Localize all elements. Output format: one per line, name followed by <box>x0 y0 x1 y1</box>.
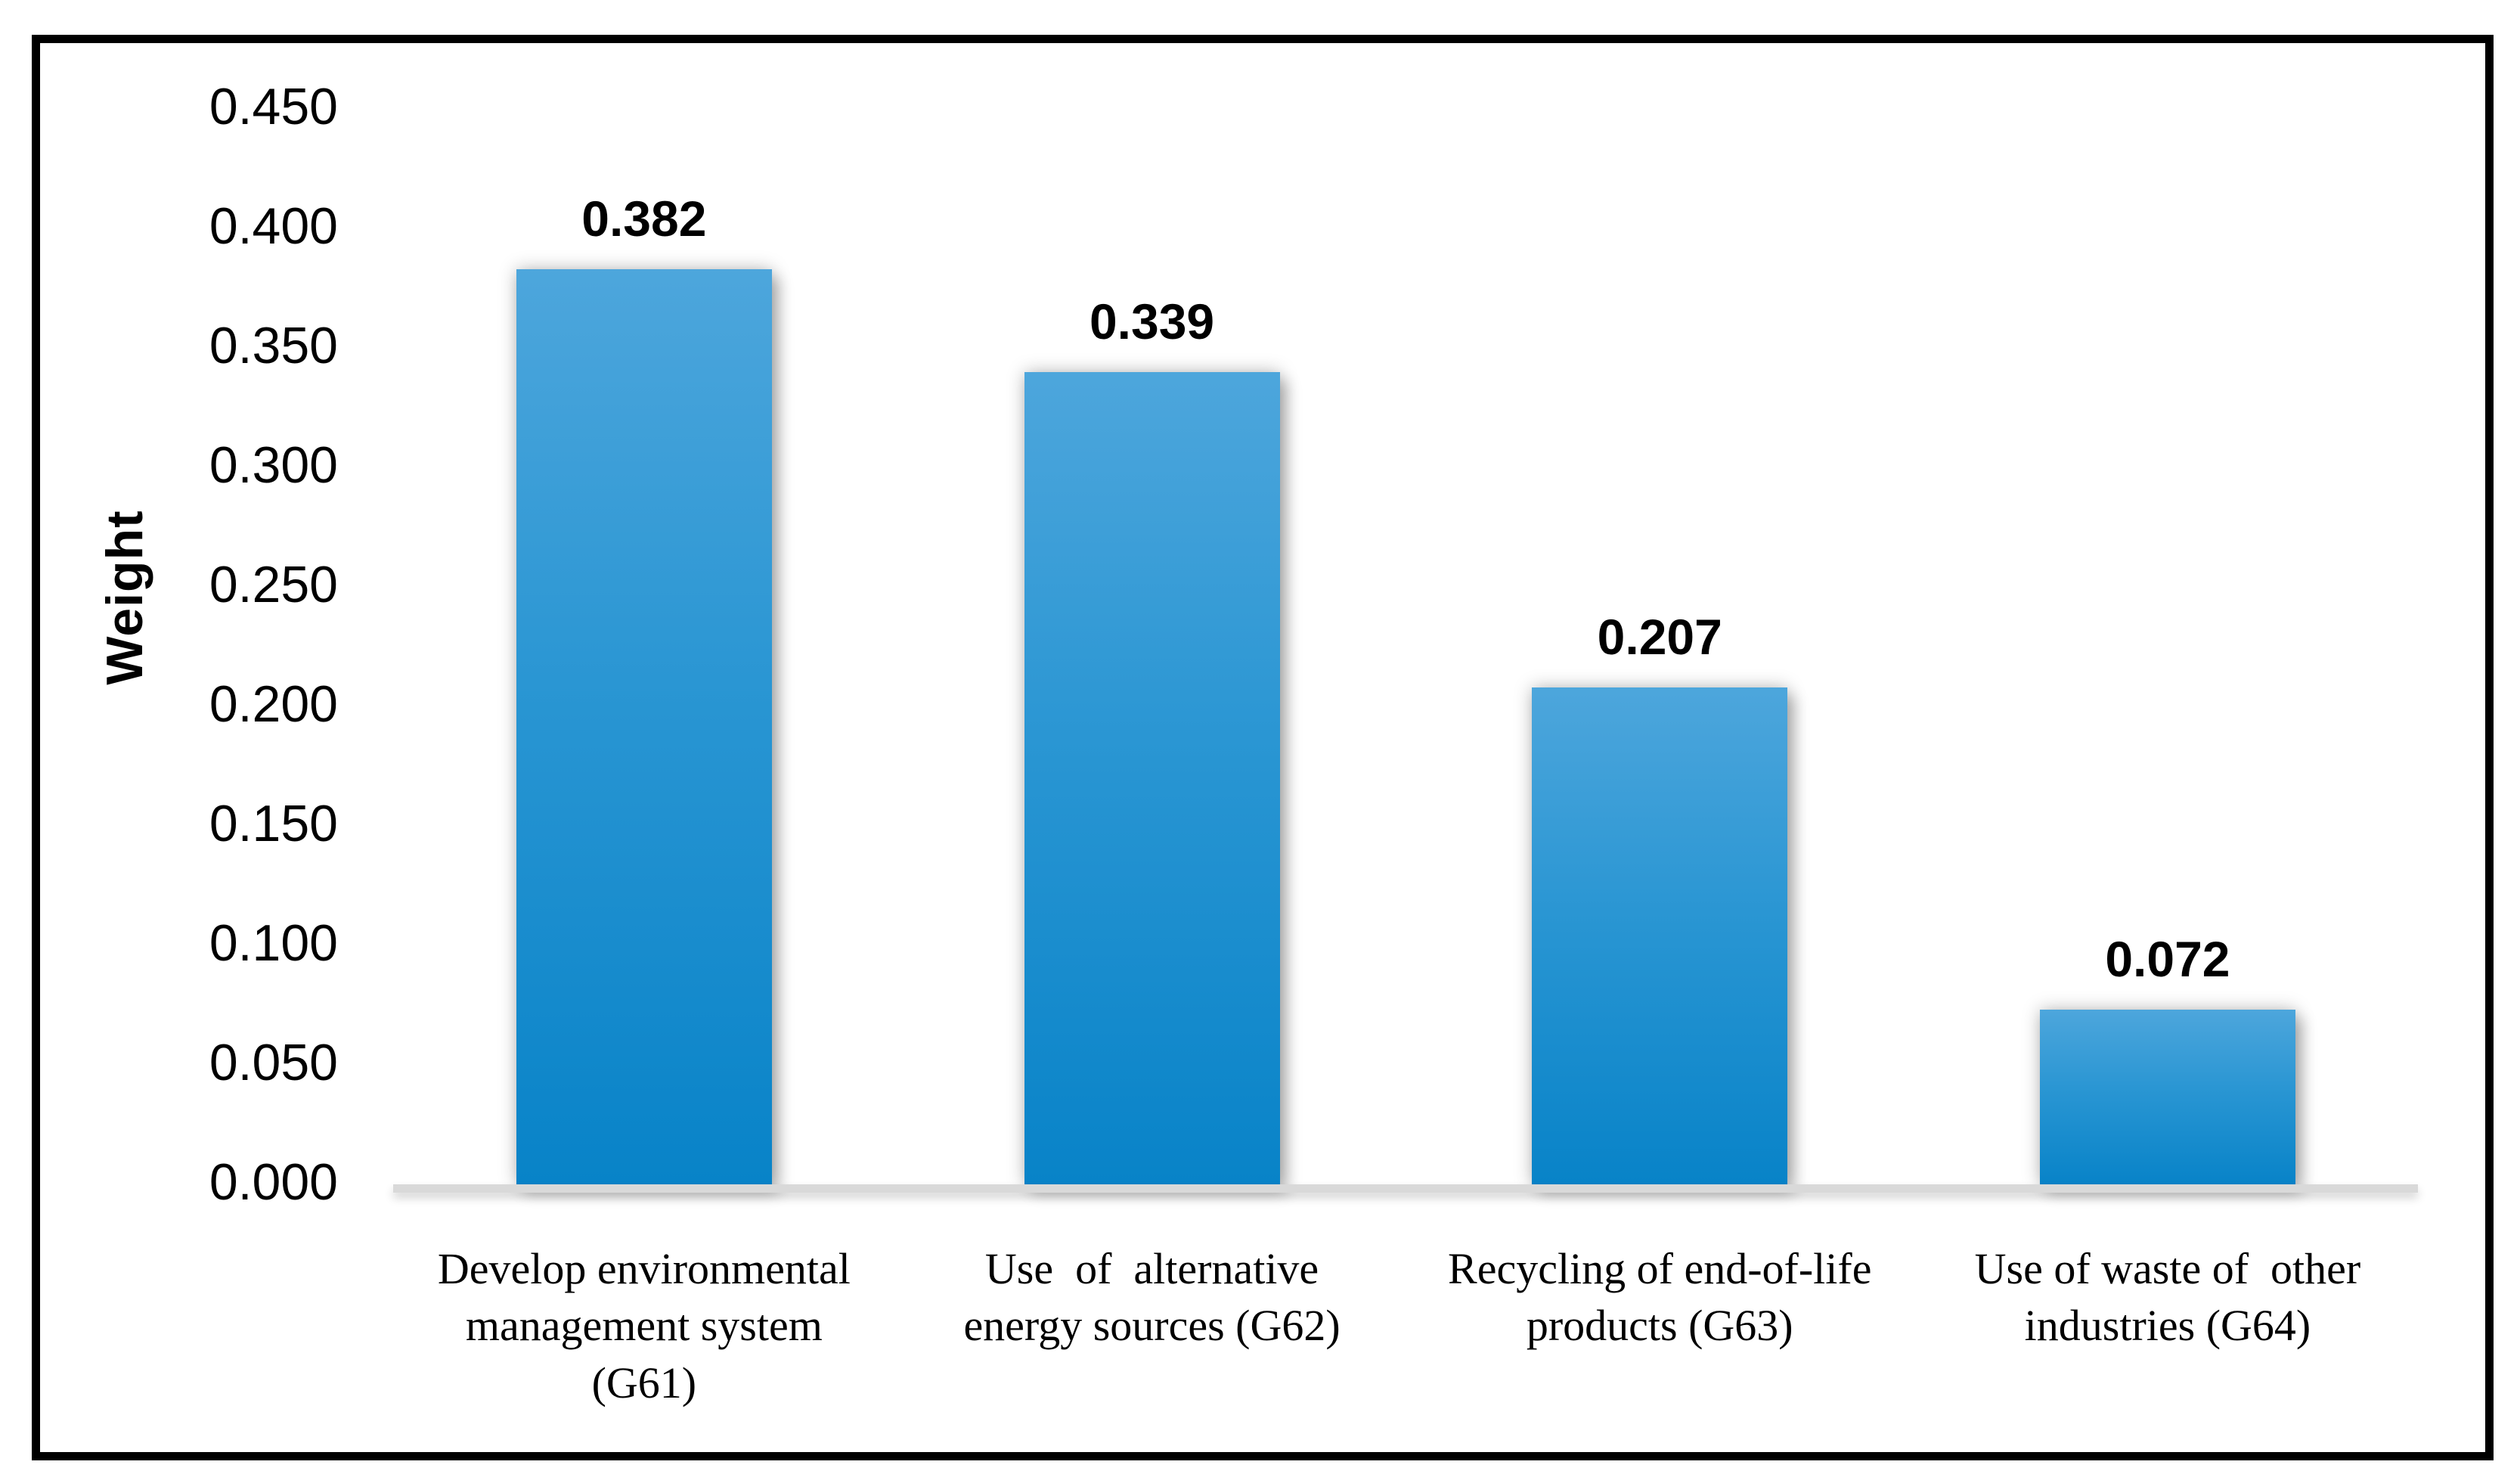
y-axis-tick-label: 0.350 <box>209 317 338 374</box>
chart-outer-border <box>32 35 2494 1460</box>
bar-value-label: 0.207 <box>1597 608 1722 665</box>
bar <box>1532 687 1788 1184</box>
bar-value-label: 0.382 <box>581 190 707 247</box>
x-axis-category-label: Develop environmental management system … <box>437 1244 851 1407</box>
y-axis-tick-label: 0.300 <box>209 436 338 494</box>
x-axis-category-label: Recycling of end-of-life products (G63) <box>1448 1244 1872 1351</box>
y-axis-tick-label: 0.450 <box>209 78 338 135</box>
bar <box>516 268 772 1184</box>
y-axis-tick-label: 0.400 <box>209 197 338 255</box>
y-axis-tick-label: 0.150 <box>209 795 338 852</box>
y-axis-tick-label: 0.200 <box>209 675 338 733</box>
y-axis-tick-label: 0.250 <box>209 556 338 613</box>
x-axis-category-label: Use of alternative energy sources (G62) <box>963 1244 1341 1351</box>
bar <box>2039 1010 2295 1184</box>
x-axis-category-label: Use of waste of other industries (G64) <box>1974 1244 2361 1351</box>
y-axis-tick-label: 0.100 <box>209 914 338 972</box>
bar-value-label: 0.072 <box>2105 931 2230 988</box>
x-axis-line <box>393 1184 2418 1193</box>
y-axis-tick-label: 0.000 <box>209 1153 338 1211</box>
y-axis-tick-label: 0.050 <box>209 1034 338 1091</box>
bar <box>1024 371 1280 1184</box>
bar-value-label: 0.339 <box>1089 293 1215 349</box>
